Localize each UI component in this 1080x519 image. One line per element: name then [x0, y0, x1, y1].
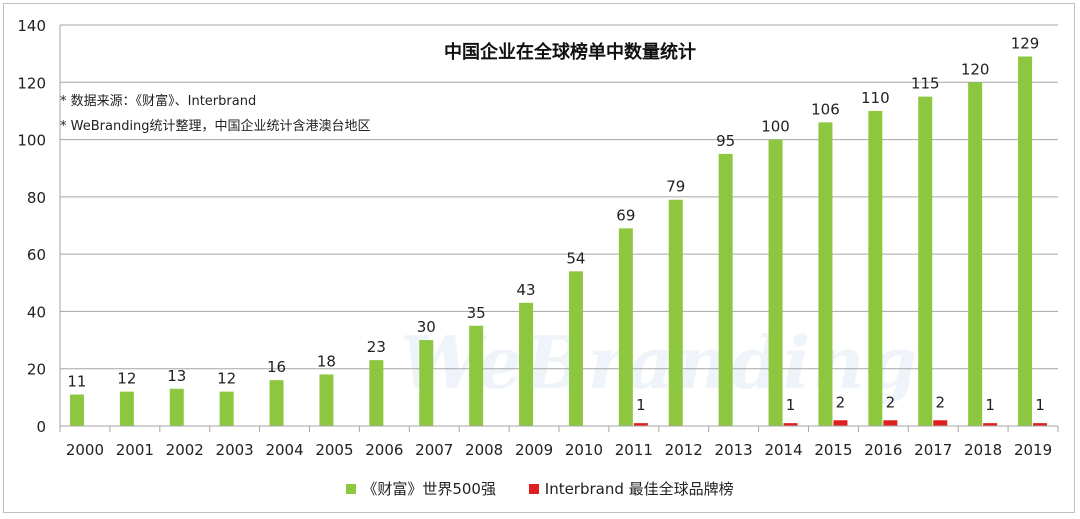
bar-fortune-2009 — [519, 302, 534, 426]
data-label-fortune-2013: 95 — [716, 132, 735, 150]
bar-interbrand-2019 — [1033, 423, 1048, 426]
bar-interbrand-2014 — [783, 423, 798, 426]
bar-fortune-2011 — [618, 228, 633, 426]
data-label-fortune-2011: 69 — [616, 206, 635, 224]
x-tick-label-2018: 2018 — [964, 441, 1002, 459]
bar-fortune-2015 — [818, 122, 833, 426]
bar-fortune-2018 — [968, 82, 983, 427]
bar-fortune-2017 — [918, 96, 933, 426]
data-label-fortune-2008: 35 — [467, 304, 486, 322]
y-tick-label-140: 140 — [17, 17, 46, 35]
chart-frame — [3, 3, 1075, 513]
data-label-fortune-2016: 110 — [861, 89, 890, 107]
bar-fortune-2014 — [768, 139, 783, 427]
x-tick-label-2017: 2017 — [914, 441, 952, 459]
data-label-fortune-2001: 12 — [117, 370, 136, 388]
x-tick-label-2013: 2013 — [715, 441, 753, 459]
bar-interbrand-2016 — [883, 420, 898, 426]
x-tick-label-2010: 2010 — [565, 441, 603, 459]
data-label-fortune-2000: 11 — [67, 372, 86, 390]
data-label-fortune-2010: 54 — [566, 249, 585, 267]
data-label-fortune-2003: 12 — [217, 370, 236, 388]
bar-fortune-2004 — [269, 380, 284, 426]
legend-item-interbrand: Interbrand 最佳全球品牌榜 — [528, 478, 734, 499]
data-label-interbrand-2011: 1 — [636, 396, 646, 414]
bar-fortune-2008 — [469, 325, 484, 426]
x-tick-label-2015: 2015 — [814, 441, 852, 459]
data-label-fortune-2012: 79 — [666, 178, 685, 196]
bar-fortune-2005 — [319, 374, 334, 426]
bar-interbrand-2011 — [633, 423, 648, 426]
bar-fortune-2013 — [718, 153, 733, 426]
bar-fortune-2010 — [568, 271, 583, 426]
data-label-interbrand-2014: 1 — [786, 396, 796, 414]
y-tick-label-100: 100 — [17, 132, 46, 150]
x-tick-label-2001: 2001 — [116, 441, 154, 459]
chart-title: 中国企业在全球榜单中数量统计 — [444, 42, 696, 63]
x-tick-label-2012: 2012 — [665, 441, 703, 459]
bar-fortune-2019 — [1018, 56, 1033, 426]
data-label-fortune-2004: 16 — [267, 358, 286, 376]
x-tick-label-2004: 2004 — [265, 441, 303, 459]
bar-fortune-2001 — [119, 391, 134, 426]
compile-note: * WeBranding统计整理，中国企业统计含港澳台地区 — [60, 119, 371, 134]
bar-fortune-2003 — [219, 391, 234, 426]
bar-fortune-2007 — [419, 340, 434, 426]
data-label-fortune-2005: 18 — [317, 352, 336, 370]
legend: 《财富》世界500强 Interbrand 最佳全球品牌榜 — [0, 478, 1080, 499]
legend-label-fortune: 《财富》世界500强 — [362, 480, 496, 498]
data-label-fortune-2015: 106 — [811, 100, 840, 118]
data-label-interbrand-2017: 2 — [935, 393, 945, 411]
data-label-interbrand-2018: 1 — [985, 396, 995, 414]
legend-swatch-fortune — [346, 483, 357, 494]
data-label-interbrand-2019: 1 — [1035, 396, 1045, 414]
bar-fortune-2000 — [69, 394, 84, 426]
y-tick-label-20: 20 — [27, 361, 46, 379]
x-tick-label-2014: 2014 — [764, 441, 802, 459]
x-tick-label-2019: 2019 — [1014, 441, 1052, 459]
bar-interbrand-2018 — [983, 423, 998, 426]
bar-interbrand-2015 — [833, 420, 848, 426]
data-label-fortune-2009: 43 — [517, 281, 536, 299]
x-tick-label-2005: 2005 — [315, 441, 353, 459]
x-tick-label-2002: 2002 — [166, 441, 204, 459]
data-label-fortune-2002: 13 — [167, 367, 186, 385]
data-label-fortune-2007: 30 — [417, 318, 436, 336]
x-tick-label-2016: 2016 — [864, 441, 902, 459]
x-tick-label-2007: 2007 — [415, 441, 453, 459]
x-tick-label-2008: 2008 — [465, 441, 503, 459]
legend-item-fortune: 《财富》世界500强 — [346, 478, 496, 499]
data-label-interbrand-2015: 2 — [836, 393, 846, 411]
source-note: * 数据来源：《财富》、Interbrand — [60, 94, 257, 109]
data-label-fortune-2017: 115 — [911, 75, 940, 93]
bar-interbrand-2017 — [933, 420, 948, 426]
bar-fortune-2006 — [369, 360, 384, 426]
legend-swatch-interbrand — [528, 483, 539, 494]
y-tick-label-40: 40 — [27, 303, 46, 321]
data-label-interbrand-2016: 2 — [886, 393, 896, 411]
data-label-fortune-2006: 23 — [367, 338, 386, 356]
bar-fortune-2016 — [868, 110, 883, 426]
legend-label-interbrand: Interbrand 最佳全球品牌榜 — [544, 480, 734, 498]
x-tick-label-2006: 2006 — [365, 441, 403, 459]
x-tick-label-2009: 2009 — [515, 441, 553, 459]
bar-fortune-2012 — [668, 199, 683, 426]
y-tick-label-80: 80 — [27, 189, 46, 207]
bar-fortune-2002 — [169, 388, 184, 426]
y-tick-label-60: 60 — [27, 246, 46, 264]
data-label-fortune-2019: 129 — [1011, 35, 1040, 53]
x-tick-label-2000: 2000 — [66, 441, 104, 459]
x-tick-label-2003: 2003 — [216, 441, 254, 459]
data-label-fortune-2014: 100 — [761, 118, 790, 136]
x-tick-label-2011: 2011 — [615, 441, 653, 459]
y-tick-label-120: 120 — [17, 74, 46, 92]
y-tick-label-0: 0 — [36, 418, 46, 436]
data-label-fortune-2018: 120 — [961, 60, 990, 78]
